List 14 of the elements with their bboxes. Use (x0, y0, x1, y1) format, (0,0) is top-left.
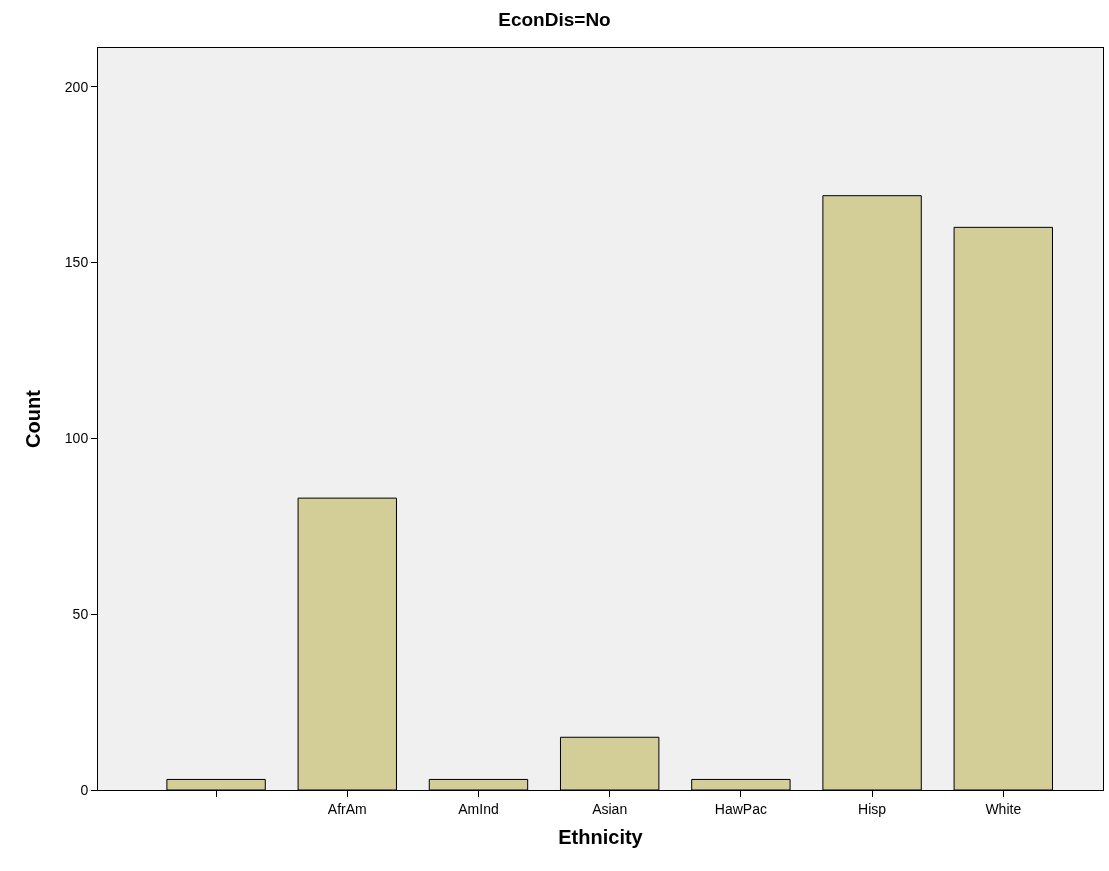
x-tick-label: Hisp (858, 800, 887, 817)
x-tick-label: HawPac (714, 800, 767, 817)
y-tick-label: 100 (64, 430, 89, 447)
y-tick-label: 50 (72, 606, 89, 623)
x-tick-label: AfrAm (327, 800, 367, 817)
x-tick-label: Asian (592, 800, 628, 817)
x-tick-label: White (985, 800, 1022, 817)
x-tick-label: AmInd (458, 800, 499, 817)
y-tick-label: 0 (80, 781, 89, 798)
y-axis-title: Count (22, 389, 45, 448)
x-axis-title: Ethnicity (558, 826, 644, 849)
y-tick-label: 150 (64, 254, 89, 271)
chart-title: EconDis=No (498, 9, 611, 31)
y-tick-label: 200 (64, 78, 89, 95)
